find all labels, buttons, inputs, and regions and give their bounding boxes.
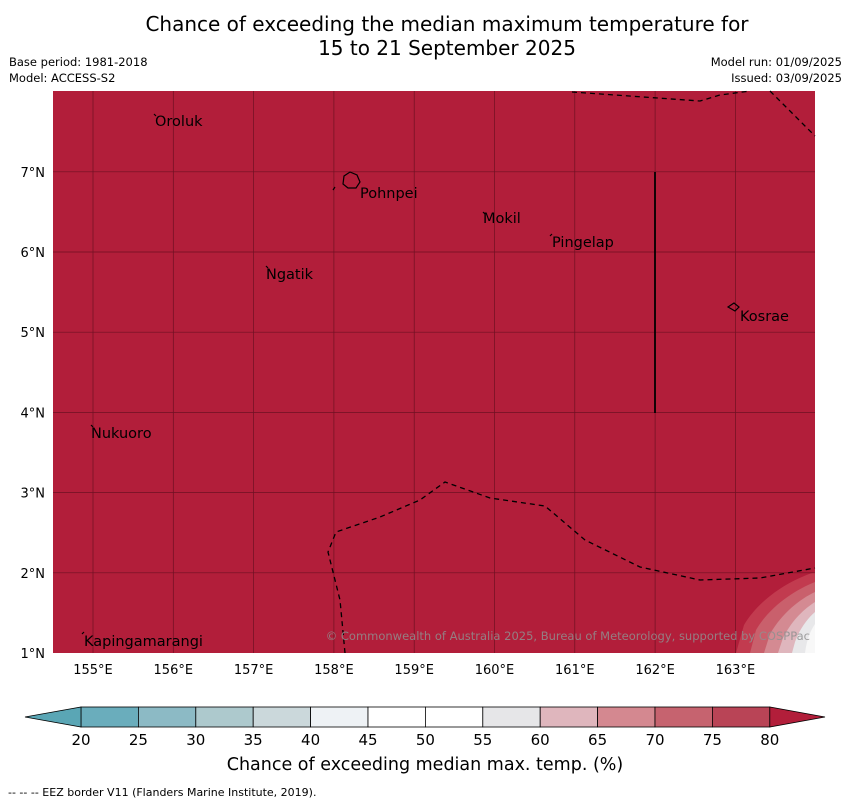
base-period-text: Base period: 1981-2018: [9, 55, 148, 69]
colorbar-tick-label: 20: [71, 731, 90, 749]
colorbar-swatch: [137, 706, 197, 728]
colorbar-swatch: [654, 706, 713, 728]
colorbar-tick-label: 65: [588, 731, 607, 749]
colorbar-tick-label: 40: [301, 731, 320, 749]
colorbar-tick-label: 35: [244, 731, 263, 749]
colorbar-swatch: [424, 706, 484, 728]
meta-left: Base period: 1981-2018 Model: ACCESS-S2: [9, 54, 148, 86]
lon-tick-label: 157°E: [234, 663, 274, 678]
lat-tick-label: 6°N: [21, 246, 46, 261]
lat-tick-label: 4°N: [21, 406, 46, 421]
meta-right: Model run: 01/09/2025 Issued: 03/09/2025: [711, 54, 842, 86]
colorbar-swatch: [712, 706, 771, 728]
place-label-oroluk: Oroluk: [155, 114, 203, 130]
place-label-kapingamarangi: Kapingamarangi: [84, 634, 203, 650]
lon-tick-label: 161°E: [555, 663, 595, 678]
kosrae-outline: [726, 302, 740, 312]
title-line-2: 15 to 21 September 2025: [318, 36, 576, 60]
title-line-1: Chance of exceeding the median maximum t…: [145, 12, 749, 36]
colorbar-tick-label: 50: [416, 731, 435, 749]
issued-text: Issued: 03/09/2025: [731, 71, 842, 85]
lat-tick-label: 5°N: [21, 326, 46, 341]
place-label-mokil: Mokil: [483, 211, 521, 227]
place-label-pohnpei: Pohnpei: [360, 186, 418, 202]
place-label-kosrae: Kosrae: [740, 309, 789, 325]
colorbar-swatch: [482, 706, 541, 728]
colorbar-tick-label: 45: [358, 731, 377, 749]
page-title: Chance of exceeding the median maximum t…: [0, 12, 850, 60]
lon-tick-label: 158°E: [314, 663, 354, 678]
colorbar-tick-label: 80: [760, 731, 779, 749]
colorbar-tick-label: 60: [531, 731, 550, 749]
lat-tick-label: 1°N: [21, 647, 46, 662]
place-labels: Oroluk Pohnpei Mokil Pingelap Ngatik Kos…: [84, 114, 789, 650]
colorbar-tick-label: 55: [473, 731, 492, 749]
lon-tick-label: 160°E: [475, 663, 515, 678]
copyright-text: © Commonwealth of Australia 2025, Bureau…: [326, 629, 810, 643]
map-field: [53, 91, 815, 653]
colorbar-tick-label: 25: [129, 731, 148, 749]
lat-tick-label: 3°N: [21, 487, 46, 502]
colorbar-tick-label: 75: [703, 731, 722, 749]
model-run-text: Model run: 01/09/2025: [710, 55, 842, 69]
lon-tick-label: 159°E: [394, 663, 434, 678]
colorbar: [24, 706, 826, 728]
latitude-ticks: 1°N 2°N 3°N 4°N 5°N 6°N 7°N: [21, 166, 46, 662]
lon-tick-label: 155°E: [73, 663, 113, 678]
colorbar-ticks: 20 25 30 35 40 45 50 55 60 65 70 75 80: [71, 731, 779, 749]
colorbar-swatch: [310, 706, 369, 728]
model-text: Model: ACCESS-S2: [9, 71, 116, 85]
colorbar-swatch: [252, 706, 311, 728]
colorbar-tick-label: 70: [645, 731, 664, 749]
colorbar-low-extend: [24, 706, 82, 728]
footnote: -- -- -- EEZ border V11 (Flanders Marine…: [8, 786, 317, 799]
eez-borders: [327, 90, 816, 654]
colorbar-high-extend: [769, 706, 826, 728]
longitude-ticks: 155°E 156°E 157°E 158°E 159°E 160°E 161°E 162°E…: [73, 663, 755, 678]
place-label-ngatik: Ngatik: [266, 267, 314, 283]
colorbar-swatch: [195, 706, 254, 728]
colorbar-swatch: [80, 706, 139, 728]
lon-tick-label: 162°E: [635, 663, 675, 678]
lon-tick-label: 163°E: [716, 663, 756, 678]
place-label-pingelap: Pingelap: [552, 235, 614, 251]
place-label-nukuoro: Nukuoro: [91, 426, 152, 442]
colorbar-title: Chance of exceeding median max. temp. (%…: [226, 755, 624, 775]
colorbar-tick-label: 30: [186, 731, 205, 749]
lon-tick-label: 156°E: [154, 663, 194, 678]
island-outlines: [81, 113, 740, 635]
colorbar-swatch: [539, 706, 599, 728]
map-grid: [53, 91, 815, 653]
colorbar-swatch: [367, 706, 426, 728]
probability-contours: [736, 572, 815, 653]
lat-tick-label: 2°N: [21, 567, 46, 582]
pohnpei-outline: [342, 171, 361, 189]
lat-tick-label: 7°N: [21, 166, 46, 181]
colorbar-swatch: [597, 706, 656, 728]
